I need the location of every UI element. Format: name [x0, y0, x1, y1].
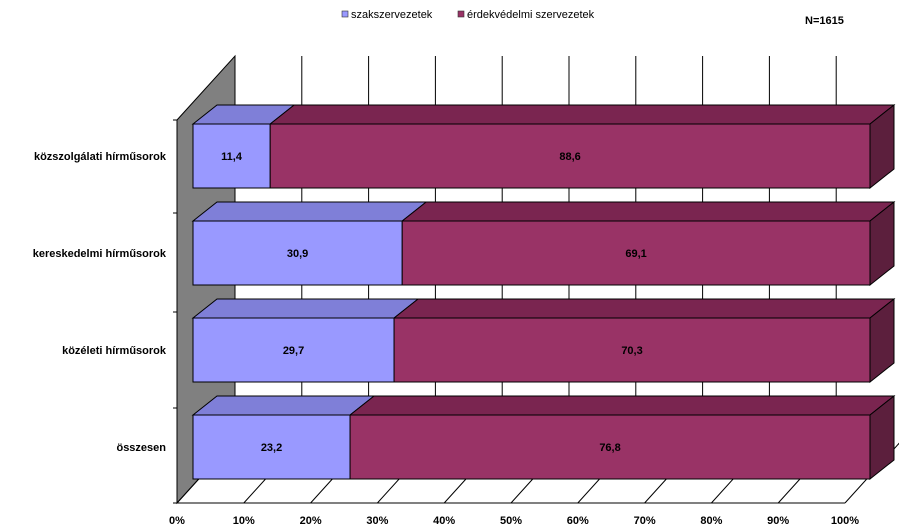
value-label: 69,1 [625, 248, 646, 260]
bars: 11,4 88,6 30,9 69,1 29,7 70,3 23,2 76,8 [191, 103, 896, 481]
bar-érdekvédelmi szervezetek-0 [269, 123, 871, 189]
category-labels: közszolgálati hírműsorok kereskedelmi hír… [33, 151, 167, 454]
legend: szakszervezetek érdekvédelmi szervezetek [341, 9, 595, 21]
bar-érdekvédelmi szervezetek-3 [349, 414, 871, 480]
bar-side-0 [869, 103, 895, 190]
x-tick-label: 50% [500, 515, 522, 527]
bar-top-0-1 [191, 201, 428, 222]
bar-top-1-2 [392, 298, 896, 319]
bar-top-1-1 [400, 201, 896, 222]
x-tick-label: 100% [831, 515, 859, 527]
value-label: 29,7 [283, 345, 304, 357]
category-label: közéleti hírműsorok [62, 345, 167, 357]
legend-swatch-szakszervezetek [341, 10, 349, 18]
value-label: 23,2 [261, 442, 282, 454]
value-label: 76,8 [599, 442, 620, 454]
sample-size-note: N=1615 [805, 15, 844, 27]
x-tick-label: 40% [433, 515, 455, 527]
bar-szakszervezetek-2 [192, 317, 395, 383]
x-axis-ticks: 0% 10% 20% 30% 40% 50% 60% 70% 80% 90% 100% [169, 515, 859, 527]
x-tick-label: 90% [767, 515, 789, 527]
legend-swatch-erdekvedelmi [457, 10, 465, 18]
bar-szakszervezetek-1 [192, 220, 403, 286]
legend-label-erdekvedelmi: érdekvédelmi szervezetek [467, 9, 595, 21]
legend-label-szakszervezetek: szakszervezetek [351, 9, 433, 21]
value-label: 70,3 [621, 345, 642, 357]
category-label: összesen [116, 442, 166, 454]
category-label: közszolgálati hírműsorok [34, 151, 167, 163]
x-tick-label: 0% [169, 515, 185, 527]
x-tick-label: 80% [700, 515, 722, 527]
value-label: 30,9 [287, 248, 308, 260]
bar-side-1 [869, 200, 895, 287]
bar-szakszervezetek-3 [192, 414, 351, 480]
x-tick-label: 20% [300, 515, 322, 527]
category-label: kereskedelmi hírműsorok [33, 248, 167, 260]
bar-top-1-3 [348, 395, 896, 416]
value-label: 11,4 [221, 151, 243, 163]
bar-érdekvédelmi szervezetek-2 [393, 317, 871, 383]
x-tick-label: 30% [366, 515, 388, 527]
bar-side-2 [869, 297, 895, 384]
x-tick-label: 70% [634, 515, 656, 527]
bar-top-1-0 [268, 104, 896, 125]
bar-side-3 [869, 394, 895, 481]
x-tick-label: 10% [233, 515, 255, 527]
bar-top-0-2 [191, 298, 420, 319]
value-label: 88,6 [559, 151, 580, 163]
x-tick-label: 60% [567, 515, 589, 527]
bar-top-0-3 [191, 395, 376, 416]
